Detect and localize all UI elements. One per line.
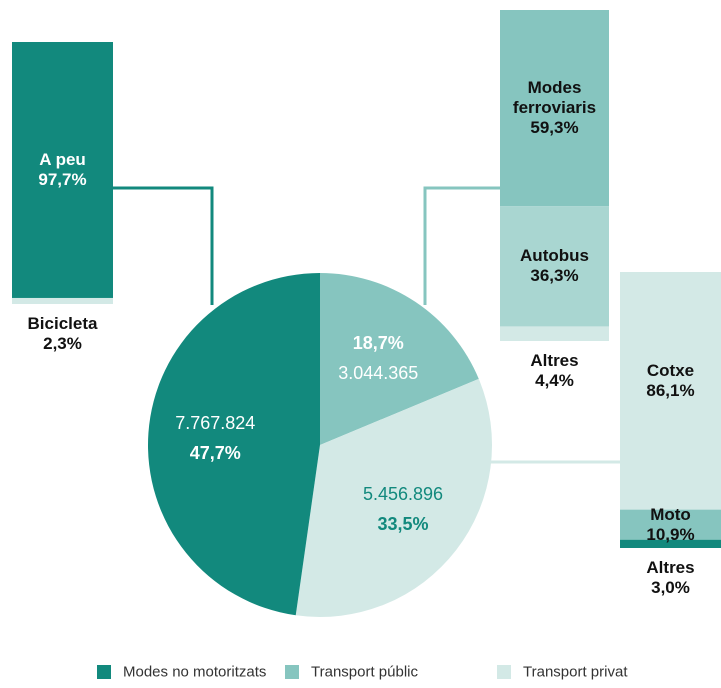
legend-label: Transport públic: [311, 663, 418, 681]
pie-slice: [148, 273, 320, 616]
connector: [113, 186, 214, 305]
segment-label: Modes ferroviaris 59,3%: [500, 78, 609, 138]
segment-name: A peu: [39, 149, 86, 169]
segment-label: Altres 3,0%: [620, 558, 721, 598]
segment-name: Modes ferroviaris: [512, 78, 597, 118]
slice-count: 7.767.824: [175, 412, 256, 433]
segment-name: Altres: [646, 558, 695, 577]
legend-label: Transport privat: [523, 663, 628, 681]
slice-label: 5.456.896 33,5%: [333, 479, 473, 539]
bar-segment: [620, 509, 721, 540]
segment-value: 59,3%: [530, 118, 579, 138]
segment-value: 97,7%: [38, 169, 87, 189]
slice-percent: 47,7%: [189, 442, 241, 463]
segment-label: Cotxe 86,1%: [620, 361, 721, 401]
slice-percent: 33,5%: [377, 514, 429, 535]
bar-segment: [12, 297, 113, 304]
segment-label: Altres 4,4%: [500, 351, 609, 391]
pie-slice: [320, 273, 479, 445]
segment-label: Moto 10,9%: [620, 505, 721, 545]
bar-segment: [12, 42, 113, 298]
pie-slice: [295, 378, 492, 617]
legend-swatch: [285, 665, 299, 679]
segment-value: 36,3%: [530, 266, 579, 286]
segment-name: Cotxe: [646, 360, 695, 380]
slice-count: 3.044.365: [338, 362, 419, 383]
bar-segment: [500, 10, 609, 207]
segment-value: 4,4%: [535, 371, 574, 390]
slice-count: 5.456.896: [362, 484, 444, 505]
segment-label: Bicicleta 2,3%: [12, 314, 113, 354]
bar-segment: [620, 539, 721, 548]
slice-percent: 18,7%: [352, 332, 404, 353]
slice-label: 18,7% 3.044.365: [308, 328, 448, 388]
bar-segment: [500, 326, 609, 341]
legend-swatch: [97, 665, 111, 679]
segment-value: 86,1%: [646, 380, 695, 400]
slice-label: 7.767.824 47,7%: [145, 408, 285, 468]
bar-segment: [620, 272, 721, 510]
bar-segment: [500, 206, 609, 327]
segment-name: Autobus: [520, 246, 589, 266]
segment-name: Altres: [530, 351, 579, 370]
legend-label: Modes no motoritzats: [123, 663, 267, 681]
segment-value: 2,3%: [43, 334, 82, 353]
segment-value: 10,9%: [646, 524, 695, 544]
segment-value: 3,0%: [651, 578, 690, 597]
segment-name: Moto: [650, 504, 691, 524]
connector: [423, 186, 500, 305]
segment-label: Autobus 36,3%: [500, 246, 609, 286]
segment-label: A peu 97,7%: [12, 150, 113, 190]
segment-name: Bicicleta: [27, 314, 98, 333]
legend-swatch: [497, 665, 511, 679]
